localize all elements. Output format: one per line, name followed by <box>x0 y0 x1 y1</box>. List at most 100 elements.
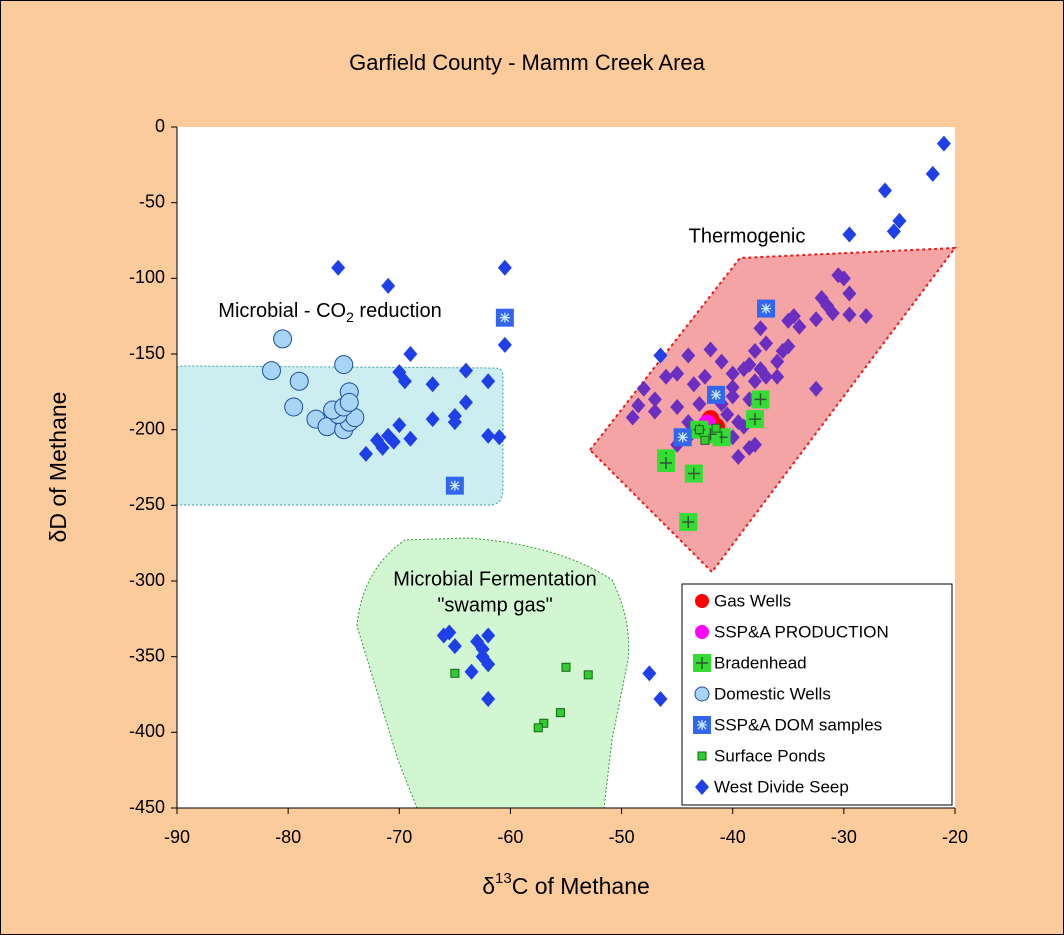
square <box>583 670 593 680</box>
y-tick-label: -100 <box>129 267 165 287</box>
square <box>539 718 549 728</box>
marker <box>694 686 710 702</box>
diamond <box>647 403 662 420</box>
diamond <box>331 259 346 276</box>
diamond <box>781 338 796 355</box>
star <box>499 312 510 323</box>
marker <box>339 392 359 412</box>
diamond <box>425 411 440 428</box>
marker <box>481 627 496 644</box>
diamond <box>692 395 707 412</box>
circle <box>694 686 710 702</box>
marker <box>375 439 390 456</box>
diamond <box>659 368 674 385</box>
diamond <box>653 347 668 364</box>
marker <box>284 397 304 417</box>
marker <box>697 368 712 385</box>
marker <box>694 425 704 435</box>
diamond <box>481 373 496 390</box>
marker <box>695 594 709 608</box>
diamond <box>842 226 857 243</box>
marker <box>759 368 774 385</box>
marker <box>842 285 857 302</box>
circle <box>695 625 709 639</box>
diamond <box>759 335 774 352</box>
marker <box>686 376 701 393</box>
y-tick-label: 0 <box>155 116 165 136</box>
square <box>561 662 571 672</box>
marker <box>731 448 746 465</box>
diamond <box>681 347 696 364</box>
y-tick-label: -200 <box>129 418 165 438</box>
marker <box>447 638 462 655</box>
marker <box>533 723 543 733</box>
marker <box>725 365 740 382</box>
marker <box>289 371 309 391</box>
legend-label: West Divide Seep <box>714 777 849 796</box>
y-tick-label: -50 <box>139 191 165 211</box>
diamond <box>714 353 729 370</box>
marker <box>673 428 692 447</box>
circle <box>284 397 304 417</box>
marker <box>670 365 685 382</box>
thermogenic-region <box>588 246 958 574</box>
diamond <box>892 212 907 229</box>
marker <box>892 212 907 229</box>
marker <box>842 226 857 243</box>
diamond <box>481 627 496 644</box>
diamond <box>464 663 479 680</box>
diamond <box>358 445 373 462</box>
x-tick-label: -60 <box>497 827 523 847</box>
diamond <box>725 379 740 396</box>
x-tick-label: -30 <box>831 827 857 847</box>
diamond <box>742 439 757 456</box>
diamond <box>481 656 496 673</box>
diamond <box>925 165 940 182</box>
diamond <box>703 341 718 358</box>
diamond <box>725 388 740 405</box>
marker <box>711 423 721 433</box>
diamond <box>686 376 701 393</box>
x-tick-label: -70 <box>386 827 412 847</box>
marker <box>692 395 707 412</box>
marker <box>725 388 740 405</box>
annotation: Thermogenic <box>689 225 806 247</box>
marker <box>681 347 696 364</box>
diamond <box>697 368 712 385</box>
diamond <box>770 353 785 370</box>
marker <box>445 476 464 495</box>
marker <box>642 665 657 682</box>
diamond <box>809 380 824 397</box>
diamond <box>381 277 396 294</box>
diamond <box>492 429 507 446</box>
diamond <box>642 665 657 682</box>
square <box>555 708 565 718</box>
diamond <box>753 320 768 337</box>
diamond <box>731 448 746 465</box>
marker <box>653 347 668 364</box>
marker <box>403 430 418 447</box>
marker <box>481 427 496 444</box>
y-tick-label: -250 <box>129 494 165 514</box>
marker <box>825 305 840 322</box>
star <box>697 720 707 730</box>
diamond <box>497 336 512 353</box>
marker <box>583 670 593 680</box>
circle <box>273 329 293 349</box>
marker <box>859 308 874 325</box>
circle <box>334 355 354 375</box>
legend-label: Gas Wells <box>714 591 791 610</box>
diamond <box>842 306 857 323</box>
marker <box>539 718 549 728</box>
legend-box <box>681 583 953 806</box>
marker <box>481 691 496 708</box>
x-tick-label: -90 <box>164 827 190 847</box>
marker <box>770 353 785 370</box>
plus <box>754 393 767 406</box>
plus <box>660 456 673 469</box>
y-tick-label: -450 <box>129 797 165 817</box>
marker <box>707 385 726 404</box>
annotation: Microbial Fermentation <box>393 568 596 590</box>
circle <box>289 371 309 391</box>
plus <box>696 657 708 669</box>
